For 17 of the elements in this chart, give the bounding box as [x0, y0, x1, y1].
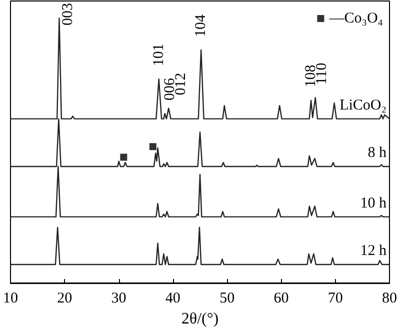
annotation: 003 — [60, 3, 76, 26]
annotation: 101 — [150, 44, 167, 66]
x-tick-label: 70 — [328, 290, 343, 306]
series-label: LiCoO₂ — [340, 97, 386, 114]
x-tick-label: 40 — [165, 290, 180, 306]
series-label: 8 h — [368, 144, 387, 161]
x-axis-title: 2θ/(°) — [181, 310, 219, 328]
series-label: 12 h — [360, 242, 387, 259]
x-tick-label: 80 — [382, 290, 397, 306]
x-tick-label: 10 — [3, 290, 18, 306]
annotation: 104 — [193, 14, 210, 37]
x-tick-label: 30 — [111, 290, 126, 306]
legend-label: —Co₃O₄ — [328, 10, 383, 26]
x-tick-label: 60 — [274, 290, 289, 306]
x-tick-label: 50 — [220, 290, 235, 306]
series-label: 10 h — [360, 195, 387, 212]
x-tick-label: 20 — [57, 290, 72, 306]
